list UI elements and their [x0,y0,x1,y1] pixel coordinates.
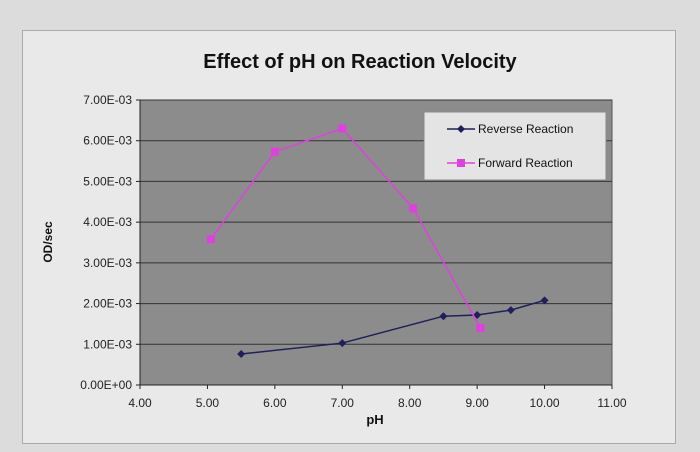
y-tick-label: 3.00E-03 [83,256,132,270]
y-axis-label: OD/sec [41,221,55,263]
y-tick-label: 6.00E-03 [83,134,132,148]
y-tick-label: 4.00E-03 [83,215,132,229]
x-axis-label: pH [366,412,383,427]
x-tick-label: 5.00 [196,396,220,410]
legend-marker [457,125,465,133]
x-tick-label: 11.00 [597,396,626,410]
x-tick-label: 6.00 [263,396,287,410]
data-point [409,204,418,213]
legend-marker [457,159,465,167]
series-line-0 [241,299,545,355]
data-point [270,147,279,156]
data-point [439,312,448,321]
y-tick-label: 1.00E-03 [83,337,132,351]
chart-title: Effect of pH on Reaction Velocity [203,51,517,73]
x-tick-label: 9.00 [465,396,489,410]
data-point [476,324,485,332]
legend-label: Forward Reaction [478,156,573,170]
x-tick-label: 10.00 [530,396,560,410]
data-point [237,350,246,359]
y-tick-label: 5.00E-03 [83,174,132,188]
data-point [506,306,515,315]
y-tick-label: 0.00E+00 [80,378,132,392]
x-tick-label: 7.00 [331,396,355,410]
data-point [338,339,347,348]
legend-box [423,111,607,181]
y-tick-label: 2.00E-03 [83,297,132,311]
data-point [206,235,215,244]
y-tick-label: 7.00E-03 [83,93,132,107]
x-tick-label: 4.00 [128,396,152,410]
data-point [338,124,347,133]
x-tick-label: 8.00 [398,396,422,410]
legend-label: Reverse Reaction [478,122,573,136]
legend: Reverse Reaction Forward Reaction [423,111,607,181]
data-point [540,296,549,305]
